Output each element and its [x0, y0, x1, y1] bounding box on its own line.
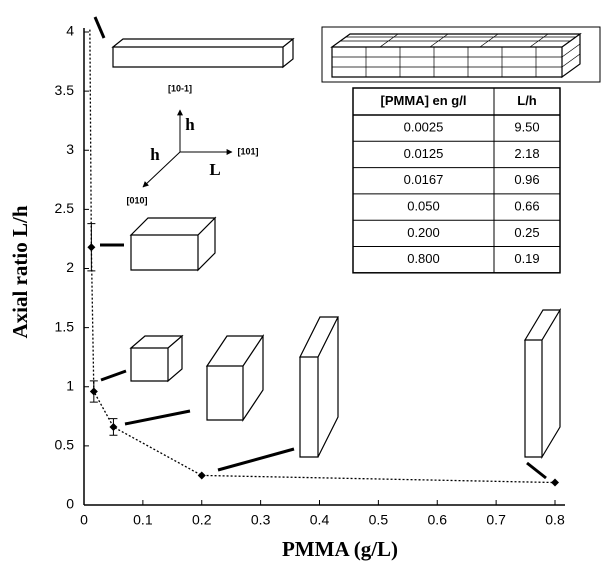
- table-cell: 0.0167: [404, 172, 444, 187]
- table-cell: 0.19: [514, 251, 539, 266]
- y-tick-label: 0.5: [55, 437, 75, 453]
- y-tick-label: 3: [66, 141, 74, 157]
- y-tick-label: 2: [66, 259, 74, 275]
- table-border: [352, 87, 561, 274]
- x-axis-label: PMMA (g/L): [282, 537, 398, 561]
- x-tick-label: 0.6: [428, 512, 448, 528]
- y-tick-label: 3.5: [55, 82, 75, 98]
- series: [87, 28, 559, 487]
- annotation: h: [185, 115, 195, 134]
- table-cell: 0.0025: [404, 120, 444, 135]
- table-cell: 0.96: [514, 172, 539, 187]
- y-tick-label: 1: [66, 377, 74, 393]
- point: [551, 478, 559, 487]
- point: [197, 471, 206, 480]
- table-header: L/h: [517, 93, 537, 108]
- x-tick-label: 0.5: [369, 512, 389, 528]
- table-cell: 9.50: [514, 120, 539, 135]
- annotation: [10-1]: [168, 83, 192, 93]
- point: [109, 422, 118, 431]
- annotation: [010]: [126, 195, 147, 205]
- y-tick-label: 1.5: [55, 318, 75, 334]
- x-tick-label: 0.3: [251, 512, 271, 528]
- point: [87, 243, 96, 252]
- y-axis-label: Axial ratio L/h: [8, 205, 32, 338]
- trend-line: [89, 28, 556, 484]
- x-tick-label: 0.8: [545, 512, 565, 528]
- table-cell: 0.200: [407, 225, 440, 240]
- y-tick-label: 0: [66, 496, 74, 512]
- table-cell: 2.18: [514, 146, 539, 161]
- table-cell: 0.050: [407, 198, 440, 213]
- x-tick-label: 0.2: [192, 512, 212, 528]
- y-tick-label: 4: [66, 23, 74, 39]
- annotation: [101]: [237, 146, 258, 156]
- table-header: [PMMA] en g/l: [381, 93, 467, 108]
- table-cell: 0.800: [407, 251, 440, 266]
- annotation: h: [150, 145, 160, 164]
- data-table: [PMMA] en g/l L/h 0.0025 9.50 0.0125 2.18 0.01…: [352, 87, 561, 274]
- point: [89, 387, 98, 396]
- annotation: L: [209, 160, 220, 179]
- x-tick-label: 0.7: [486, 512, 506, 528]
- x-tick-label: 0: [80, 512, 88, 528]
- x-tick-label: 0.4: [310, 512, 330, 528]
- table-cell: 0.66: [514, 198, 539, 213]
- x-tick-label: 0.1: [133, 512, 153, 528]
- crystal-shapes: [93, 16, 601, 480]
- table-cell: 0.0125: [404, 146, 444, 161]
- table-cell: 0.25: [514, 225, 539, 240]
- y-tick-label: 2.5: [55, 200, 75, 216]
